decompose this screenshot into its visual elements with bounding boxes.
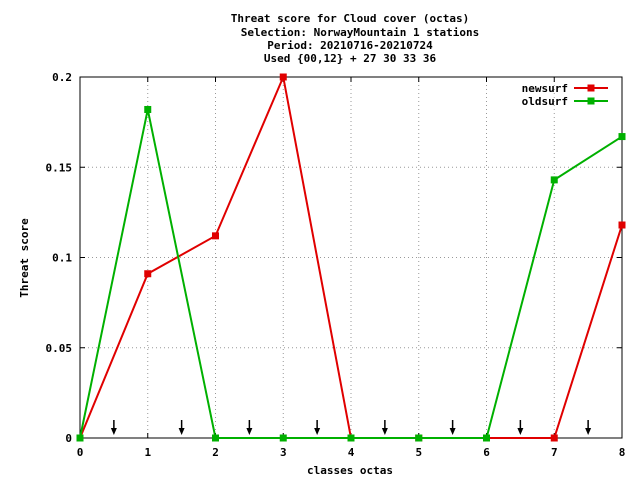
chart-title: Threat score for Cloud cover (octas) Sel…: [231, 12, 479, 65]
legend-marker: [587, 97, 595, 105]
x-tick-label: 3: [280, 446, 287, 459]
y-tick-label: 0.2: [52, 71, 72, 84]
legend-marker: [587, 84, 595, 92]
x-tick-label: 2: [212, 446, 219, 459]
legend-entry-newsurf: newsurf: [522, 82, 608, 95]
threshold-arrow: [110, 420, 117, 435]
threshold-arrow: [585, 420, 592, 435]
data-point-oldsurf: [347, 434, 355, 442]
x-tick-label: 5: [415, 446, 422, 459]
legend-entry-oldsurf: oldsurf: [522, 95, 608, 108]
title-line-2: Selection: NorwayMountain 1 stations: [241, 26, 479, 39]
x-tick-label: 0: [77, 446, 84, 459]
y-tick-label: 0.15: [46, 161, 73, 174]
data-point-oldsurf: [279, 434, 287, 442]
title-line-1: Threat score for Cloud cover (octas): [231, 12, 469, 25]
y-tick-label: 0.05: [46, 342, 73, 355]
y-tick-label: 0.1: [52, 252, 72, 265]
data-point-newsurf: [618, 221, 626, 229]
data-point-oldsurf: [483, 434, 490, 442]
series-oldsurf: [76, 105, 626, 442]
threshold-arrow: [314, 420, 321, 435]
x-tick-label: 8: [619, 446, 626, 459]
threshold-arrows: [110, 420, 592, 435]
threshold-arrow: [178, 420, 185, 435]
data-point-oldsurf: [550, 176, 558, 184]
y-tick-label: 0: [65, 432, 72, 445]
threshold-arrow: [246, 420, 253, 435]
x-tick-label: 1: [144, 446, 151, 459]
grid-lines: [80, 77, 622, 438]
data-point-oldsurf: [76, 434, 84, 442]
legend-label: newsurf: [522, 82, 568, 95]
data-point-newsurf: [279, 73, 287, 81]
title-line-3: Period: 20210716-20210724: [267, 39, 433, 52]
threshold-arrow: [449, 420, 456, 435]
data-point-newsurf: [144, 270, 152, 278]
x-tick-label: 4: [348, 446, 355, 459]
x-tick-label: 6: [483, 446, 490, 459]
data-point-newsurf: [212, 232, 219, 240]
title-line-4: Used {00,12} + 27 30 33 36: [264, 52, 437, 65]
data-point-newsurf: [550, 434, 558, 442]
data-series: [76, 73, 626, 442]
threshold-arrow: [381, 420, 388, 435]
data-point-oldsurf: [618, 133, 626, 141]
data-point-oldsurf: [212, 434, 219, 442]
axis-ticks: 0 1 2 3 4 5 6 7 8 0 0.05 0.1 0.15 0.2: [46, 71, 626, 459]
legend-label: oldsurf: [522, 95, 568, 108]
x-tick-label: 7: [551, 446, 558, 459]
threshold-arrow: [517, 420, 524, 435]
y-axis-label: Threat score: [18, 218, 31, 298]
x-axis-label: classes octas: [307, 464, 393, 477]
data-point-oldsurf: [415, 434, 423, 442]
data-point-oldsurf: [144, 105, 152, 113]
